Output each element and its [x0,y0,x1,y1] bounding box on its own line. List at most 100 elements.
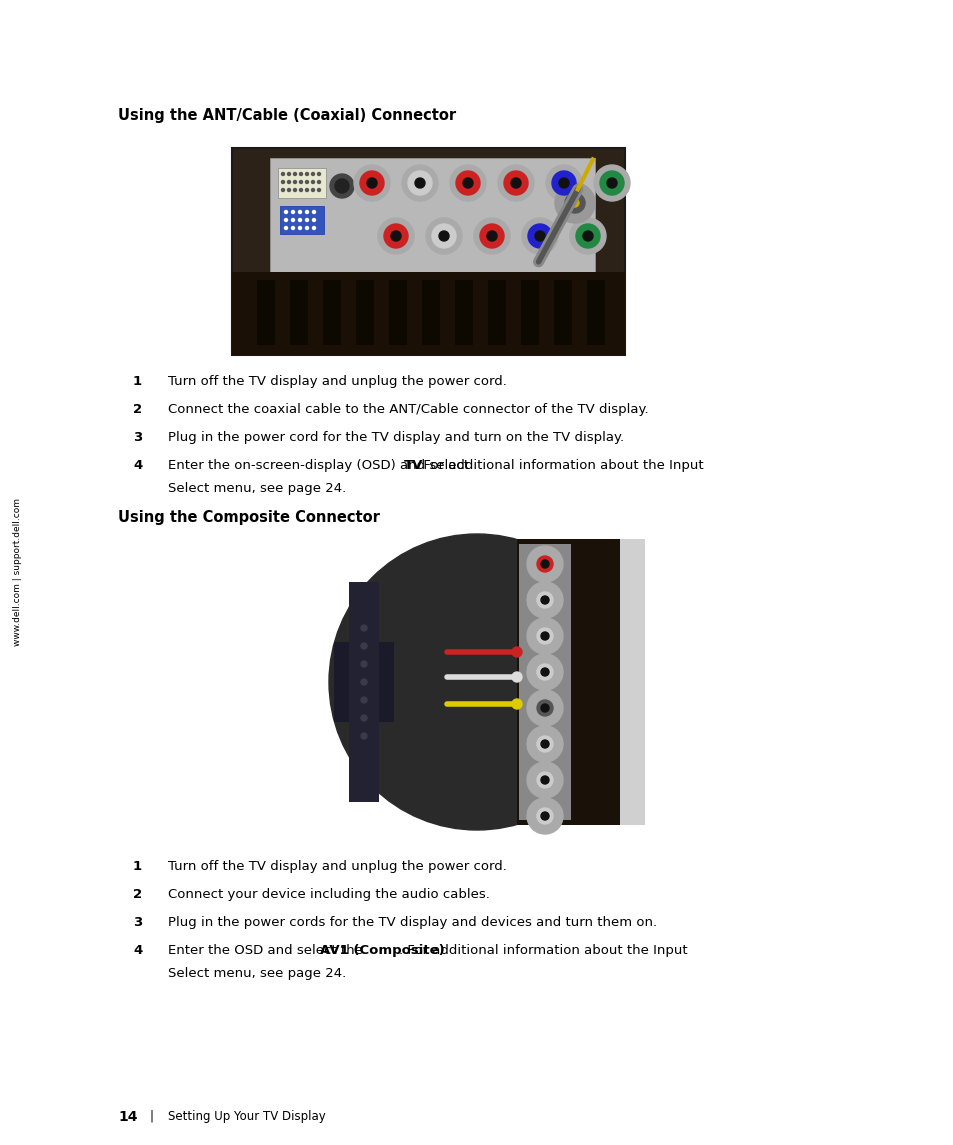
FancyBboxPatch shape [355,281,374,345]
Circle shape [438,231,449,240]
Circle shape [540,668,548,676]
Circle shape [535,231,544,240]
Circle shape [360,733,367,739]
FancyBboxPatch shape [619,539,644,826]
Circle shape [299,181,302,183]
FancyBboxPatch shape [232,273,624,355]
Circle shape [401,165,437,202]
Circle shape [526,726,562,763]
Text: 1: 1 [132,860,142,872]
Circle shape [512,647,521,657]
Circle shape [526,763,562,798]
Text: 4: 4 [132,943,142,957]
Circle shape [305,211,308,213]
Circle shape [540,632,548,640]
Circle shape [537,772,553,788]
Circle shape [281,173,284,175]
FancyBboxPatch shape [517,539,629,826]
Circle shape [359,171,384,195]
Circle shape [462,177,473,188]
Circle shape [305,189,308,191]
Text: TV: TV [404,459,423,472]
Circle shape [294,181,296,183]
Circle shape [527,224,552,248]
Polygon shape [349,582,378,801]
Circle shape [287,173,291,175]
Text: . For additional information about the Input: . For additional information about the I… [415,459,702,472]
Text: Connect the coaxial cable to the ANT/Cable connector of the TV display.: Connect the coaxial cable to the ANT/Cab… [168,403,648,416]
FancyBboxPatch shape [520,281,538,345]
Circle shape [292,219,294,221]
FancyBboxPatch shape [586,281,604,345]
Circle shape [456,171,479,195]
Circle shape [408,171,432,195]
Circle shape [287,189,291,191]
Circle shape [284,227,287,229]
Circle shape [384,224,408,248]
FancyBboxPatch shape [256,281,274,345]
Circle shape [537,592,553,608]
Circle shape [354,165,390,202]
Circle shape [537,808,553,824]
Circle shape [540,704,548,712]
Text: 1: 1 [132,376,142,388]
Circle shape [305,227,308,229]
Text: Enter the OSD and select the: Enter the OSD and select the [168,943,367,957]
Text: Select menu, see page 24.: Select menu, see page 24. [168,482,346,495]
Circle shape [564,194,584,213]
Text: Using the Composite Connector: Using the Composite Connector [118,510,379,526]
Circle shape [526,690,562,726]
Circle shape [606,177,617,188]
Circle shape [599,171,623,195]
Circle shape [526,582,562,618]
Circle shape [329,534,624,830]
Circle shape [360,714,367,721]
Circle shape [526,546,562,582]
Circle shape [313,227,315,229]
Circle shape [284,219,287,221]
Circle shape [367,177,376,188]
Circle shape [512,698,521,709]
FancyBboxPatch shape [421,281,439,345]
Circle shape [540,776,548,784]
Circle shape [479,224,503,248]
FancyBboxPatch shape [323,281,340,345]
Text: Connect your device including the audio cables.: Connect your device including the audio … [168,889,489,901]
Circle shape [594,165,629,202]
Circle shape [360,625,367,631]
Circle shape [537,556,553,572]
Text: Plug in the power cord for the TV display and turn on the TV display.: Plug in the power cord for the TV displa… [168,431,623,444]
Circle shape [526,654,562,690]
Text: 3: 3 [132,431,142,444]
Circle shape [294,173,296,175]
Circle shape [313,211,315,213]
Circle shape [537,700,553,716]
Circle shape [497,165,534,202]
FancyBboxPatch shape [554,281,572,345]
Text: Plug in the power cords for the TV display and devices and turn them on.: Plug in the power cords for the TV displ… [168,916,657,929]
Text: 2: 2 [132,889,142,901]
Circle shape [360,697,367,703]
Circle shape [558,177,568,188]
FancyBboxPatch shape [290,281,308,345]
Circle shape [526,798,562,834]
Circle shape [450,165,485,202]
Circle shape [305,173,308,175]
Circle shape [317,189,320,191]
Circle shape [582,231,593,240]
FancyBboxPatch shape [232,148,624,355]
Text: www.dell.com | support.dell.com: www.dell.com | support.dell.com [13,498,23,646]
FancyBboxPatch shape [334,642,394,722]
Text: Turn off the TV display and unplug the power cord.: Turn off the TV display and unplug the p… [168,376,506,388]
Circle shape [521,218,558,254]
Circle shape [569,218,605,254]
Text: Using the ANT/Cable (Coaxial) Connector: Using the ANT/Cable (Coaxial) Connector [118,108,456,123]
Circle shape [415,177,424,188]
FancyBboxPatch shape [518,544,571,820]
Circle shape [305,219,308,221]
Circle shape [426,218,461,254]
Circle shape [537,627,553,643]
Circle shape [526,618,562,654]
Circle shape [335,179,349,194]
Circle shape [298,227,301,229]
